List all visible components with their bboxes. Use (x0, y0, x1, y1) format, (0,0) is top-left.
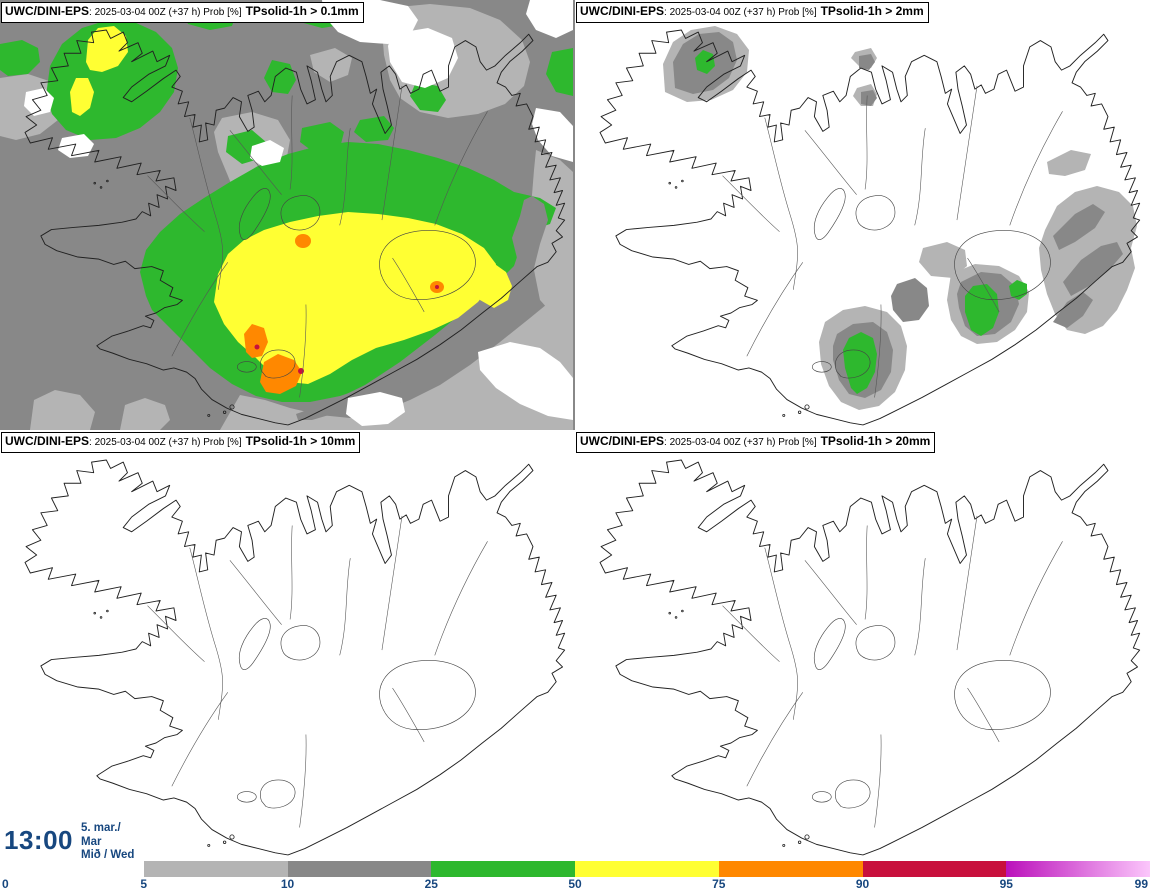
time-display: 13:00 5. mar./ Mar Mið / Wed (0, 820, 198, 862)
date-line-1: 5. mar./ (81, 822, 121, 834)
iceland-map-svg (599, 459, 1141, 856)
run-info: 2025-03-04 00Z (+37 h) Prob [%] (669, 437, 817, 448)
colorbar-segment-90-95 (862, 861, 1007, 877)
panel-title: UWC/DINI-EPS: 2025-03-04 00Z (+37 h) Pro… (576, 2, 929, 23)
threshold-label: TPsolid-1h > 10mm (245, 434, 356, 448)
panel-title: UWC/DINI-EPS: 2025-03-04 00Z (+37 h) Pro… (1, 2, 364, 23)
colorbar-segment-5-10 (143, 861, 288, 877)
colorbar-segment-75-90 (718, 861, 863, 877)
threshold-label: TPsolid-1h > 2mm (820, 4, 924, 18)
time-value: 13:00 (4, 825, 73, 855)
map-panel-prob-gt-0.1mm[interactable]: UWC/DINI-EPS: 2025-03-04 00Z (+37 h) Pro… (0, 0, 575, 430)
threshold-label: TPsolid-1h > 0.1mm (245, 4, 359, 18)
iceland-map-svg (599, 26, 1141, 426)
iceland-map-svg (24, 459, 566, 856)
panel-title: UWC/DINI-EPS: 2025-03-04 00Z (+37 h) Pro… (576, 432, 936, 453)
colorbar-tick-50: 50 (568, 877, 582, 891)
product-name: UWC/DINI-EPS (580, 4, 664, 18)
date-line-3: Mið / Wed (81, 849, 135, 861)
product-name: UWC/DINI-EPS (5, 4, 89, 18)
product-name: UWC/DINI-EPS (580, 434, 664, 448)
map-panel-prob-gt-2mm[interactable]: UWC/DINI-EPS: 2025-03-04 00Z (+37 h) Pro… (575, 0, 1150, 430)
panel-title: UWC/DINI-EPS: 2025-03-04 00Z (+37 h) Pro… (1, 432, 361, 453)
colorbar (143, 861, 1150, 877)
colorbar-segment-95-99 (1006, 861, 1150, 877)
map-panel-prob-gt-10mm[interactable]: UWC/DINI-EPS: 2025-03-04 00Z (+37 h) Pro… (0, 430, 575, 860)
colorbar-tick-10: 10 (280, 877, 295, 891)
colorbar-segment-50-75 (575, 861, 719, 877)
colorbar-tick-95: 95 (999, 877, 1013, 891)
colorbar-tick-90: 90 (855, 877, 870, 891)
run-info: 2025-03-04 00Z (+37 h) Prob [%] (669, 7, 817, 18)
date-line-2: Mar (81, 835, 102, 848)
map-panel-prob-gt-20mm[interactable]: UWC/DINI-EPS: 2025-03-04 00Z (+37 h) Pro… (575, 430, 1150, 860)
product-name: UWC/DINI-EPS (5, 434, 89, 448)
date-block: 5. mar./ Mar Mið / Wed (81, 820, 134, 864)
colorbar-tick-99: 99 (1134, 877, 1148, 891)
iceland-map-svg (0, 0, 575, 430)
colorbar-segment-25-50 (431, 861, 575, 877)
colorbar-ticks: 0 5 10 25 50 75 90 95 99 (0, 877, 1150, 891)
run-info: 2025-03-04 00Z (+37 h) Prob [%] (94, 437, 242, 448)
prob-fill-layer (663, 26, 1137, 410)
colorbar-segment-10-25 (287, 861, 432, 877)
colorbar-tick-0: 0 (2, 877, 9, 891)
prob-fill-layer (0, 0, 575, 430)
colorbar-tick-25: 25 (424, 877, 438, 891)
threshold-label: TPsolid-1h > 20mm (820, 434, 931, 448)
run-info: 2025-03-04 00Z (+37 h) Prob [%] (94, 7, 242, 18)
colorbar-tick-5: 5 (140, 877, 148, 891)
colorbar-tick-75: 75 (712, 877, 726, 891)
